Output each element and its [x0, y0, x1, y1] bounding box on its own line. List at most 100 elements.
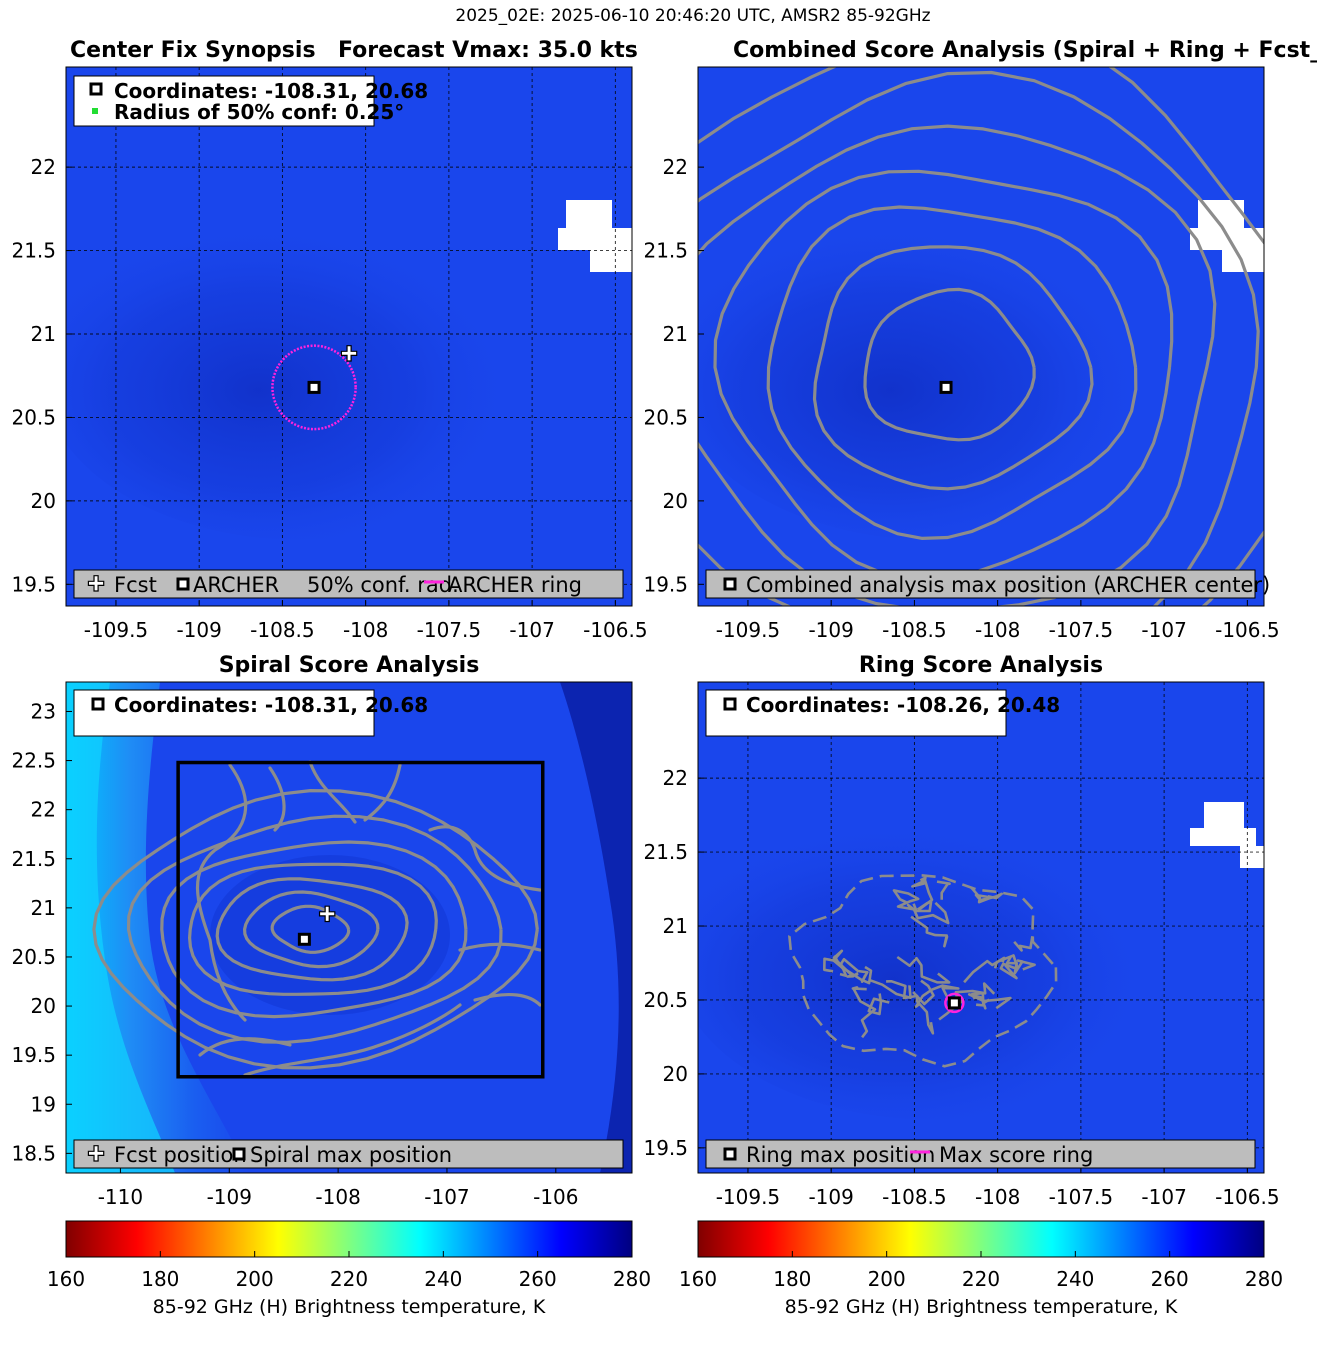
contour-line	[886, 980, 935, 1035]
combined-legend	[705, 569, 1256, 599]
contour-line	[243, 1003, 462, 1077]
y-tick-label: 22.5	[11, 749, 56, 773]
y-tick-label: 19.5	[643, 572, 688, 596]
colorbar-tick-label: 200	[868, 1267, 906, 1291]
contour-line	[999, 962, 1018, 980]
square-marker-icon	[723, 1147, 737, 1161]
x-tick-label: -107.5	[1049, 618, 1113, 642]
y-tick-label: 22	[31, 155, 56, 179]
combined-axes-frame	[697, 66, 1265, 607]
colorbar-tick-label: 160	[47, 1267, 85, 1291]
colorbar-tick-label: 220	[962, 1267, 1000, 1291]
y-tick-label: 21	[31, 896, 56, 920]
contour-line	[967, 993, 1012, 1010]
contour-line	[473, 993, 542, 1007]
combined-legend-max: Combined analysis max position (ARCHER c…	[746, 573, 1270, 597]
x-tick-label: -108	[315, 1185, 360, 1209]
y-tick-label: 20	[31, 489, 56, 513]
contour-line	[198, 1037, 292, 1057]
contour-line	[912, 900, 933, 913]
x-tick-label: -108	[975, 1185, 1020, 1209]
figure-suptitle: 2025_02E: 2025-06-10 20:46:20 UTC, AMSR2…	[455, 6, 930, 26]
plus-marker-icon: ✚	[87, 572, 105, 596]
spiral-swath-edge	[560, 682, 632, 1173]
x-tick-label: -106	[533, 1185, 578, 1209]
fcst-marker: ✚	[318, 903, 336, 927]
spiral-legend	[73, 1139, 624, 1169]
ring-storm-shading	[698, 800, 1195, 1120]
square-marker-icon	[176, 577, 190, 591]
contour-line	[126, 814, 503, 1044]
contour-line	[892, 889, 920, 911]
y-tick-label: 18.5	[11, 1141, 56, 1165]
y-tick-label: 20.5	[11, 405, 56, 429]
contour-line	[896, 955, 951, 984]
x-tick-label: -108	[975, 618, 1020, 642]
x-tick-label: -109.5	[716, 1185, 780, 1209]
contour-line	[698, 67, 1264, 606]
synopsis-legend-fcst: Fcst	[114, 573, 157, 597]
x-tick-label: -107.5	[417, 618, 481, 642]
y-tick-label: 23	[31, 699, 56, 723]
x-tick-label: -108	[343, 618, 388, 642]
contour-line	[268, 766, 286, 832]
colorbar-tick-label: 180	[773, 1267, 811, 1291]
synopsis-legend-archer: ARCHER	[193, 573, 279, 597]
contour-line	[215, 877, 409, 982]
ring-max-marker	[947, 996, 961, 1010]
ring-info-box	[705, 689, 1007, 737]
contour-line	[910, 915, 949, 948]
contour-line	[713, 169, 1174, 581]
x-tick-label: -109	[808, 618, 853, 642]
y-tick-label: 21	[663, 322, 688, 346]
green-dot-icon	[92, 108, 98, 114]
spiral-legend-max: Spiral max position	[250, 1143, 452, 1167]
y-tick-label: 19	[31, 1092, 56, 1116]
synopsis-missing-data	[558, 200, 632, 272]
contour-line	[912, 901, 950, 925]
contour-line	[308, 760, 357, 824]
contour-line	[766, 205, 1138, 540]
y-tick-label: 21.5	[11, 239, 56, 263]
spiral-coordinates: Coordinates: -108.31, 20.68	[114, 693, 428, 717]
x-tick-label: -109	[808, 1185, 853, 1209]
contour-line	[851, 986, 877, 1039]
contour-line	[914, 984, 960, 1008]
x-tick-label: -106.5	[1215, 618, 1279, 642]
synopsis-legend-conf: 50% conf. rad.	[307, 573, 459, 597]
colorbar-tick-label: 180	[141, 1267, 179, 1291]
spiral-info-box	[73, 689, 375, 737]
y-tick-label: 19.5	[11, 1043, 56, 1067]
x-tick-label: -107.5	[1049, 1185, 1113, 1209]
search-box	[176, 760, 545, 1079]
ring-legend-max: Ring max position	[746, 1143, 935, 1167]
contour-line	[698, 70, 1260, 606]
y-tick-label: 22	[663, 155, 688, 179]
ring-coordinates: Coordinates: -108.26, 20.48	[746, 693, 1060, 717]
synopsis-info-box	[73, 75, 375, 127]
archer-center-marker	[307, 380, 321, 394]
ring-legend	[705, 1139, 1256, 1169]
fcst-marker: ✚	[340, 342, 358, 366]
x-tick-label: -107	[1141, 618, 1186, 642]
colorbar-left: 160 180 200 220 240 260 280 85-92 GHz (H) Brig…	[47, 1220, 651, 1318]
colorbar-tick-label: 220	[330, 1267, 368, 1291]
synopsis-legend-ring: ARCHER ring	[448, 573, 582, 597]
colorbar-right-label: 85-92 GHz (H) Brightness temperature, K	[785, 1296, 1178, 1318]
contour-line	[1013, 935, 1034, 952]
y-tick-label: 20	[31, 994, 56, 1018]
synopsis-storm-shading	[66, 200, 560, 540]
synopsis-coordinates: Coordinates: -108.31, 20.68	[114, 79, 428, 103]
contour-line	[270, 904, 351, 954]
y-tick-label: 20.5	[643, 988, 688, 1012]
y-tick-label: 20	[663, 489, 688, 513]
x-tick-label: -106.5	[1215, 1185, 1279, 1209]
contour-line	[812, 245, 1094, 491]
ring-missing-data	[1190, 802, 1264, 868]
synopsis-vmax: Forecast Vmax: 35.0 kts	[338, 38, 638, 63]
y-tick-label: 21	[663, 914, 688, 938]
colorbar-tick-label: 240	[424, 1267, 462, 1291]
x-tick-label: -109	[207, 1185, 252, 1209]
y-tick-label: 20	[663, 1062, 688, 1086]
panel-combined: Combined Score Analysis (Spiral + Ring +…	[643, 38, 1317, 642]
